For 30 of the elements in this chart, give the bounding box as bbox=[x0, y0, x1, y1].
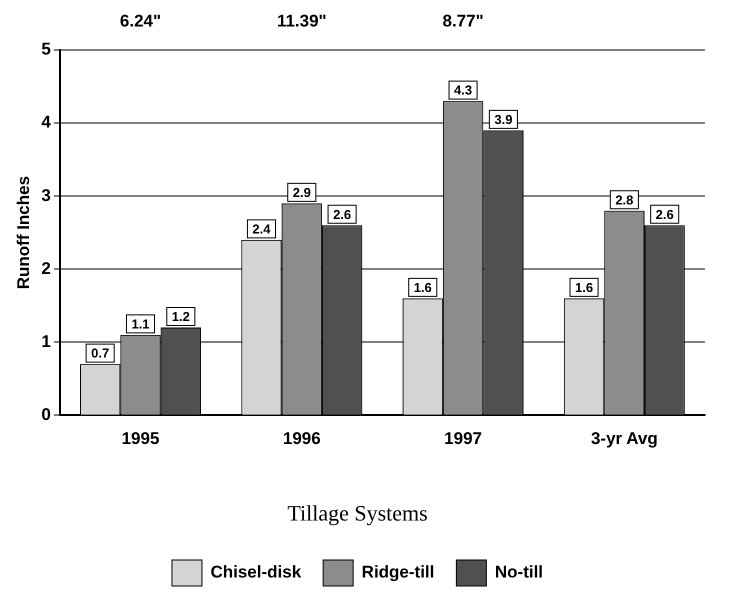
data-label: 2.6 bbox=[656, 206, 674, 222]
y-tick-label: 5 bbox=[41, 40, 51, 59]
x-tick-label: 1997 bbox=[444, 429, 482, 448]
data-label: 2.4 bbox=[252, 221, 272, 236]
legend-label: No-till bbox=[494, 562, 544, 582]
data-label: 1.2 bbox=[172, 309, 190, 324]
y-tick-label: 4 bbox=[41, 112, 52, 132]
data-label: 2.9 bbox=[292, 184, 311, 200]
x-tick-label: 3-yr Avg bbox=[590, 429, 658, 448]
text: 11.39" bbox=[276, 12, 327, 31]
legend-title: Tillage Systems bbox=[287, 500, 428, 526]
data-label: 2.6 bbox=[333, 206, 352, 222]
x-tick-label: 1996 bbox=[282, 429, 321, 448]
data-label: 1.6 bbox=[414, 280, 432, 295]
y-tick-label: 1 bbox=[41, 332, 51, 351]
legend-label: Chisel-disk bbox=[210, 562, 302, 582]
data-label: 4.3 bbox=[454, 82, 472, 98]
data-label: 2.8 bbox=[615, 192, 634, 208]
y-tick-label: 2 bbox=[41, 258, 51, 278]
x-tick-label: 1995 bbox=[122, 429, 160, 448]
data-label: 3.9 bbox=[494, 112, 512, 127]
text: 8.77" bbox=[442, 12, 484, 31]
legend-label: Ridge-till bbox=[362, 562, 434, 582]
y-tick-label: 3 bbox=[41, 186, 51, 205]
data-label: 1.6 bbox=[574, 280, 594, 295]
data-label: 1.1 bbox=[131, 316, 150, 332]
text: 6.24" bbox=[120, 12, 162, 31]
y-tick-label: 0 bbox=[41, 404, 51, 424]
data-label: 0.7 bbox=[91, 346, 110, 361]
y-axis-title: Runoff Inches bbox=[14, 176, 33, 290]
